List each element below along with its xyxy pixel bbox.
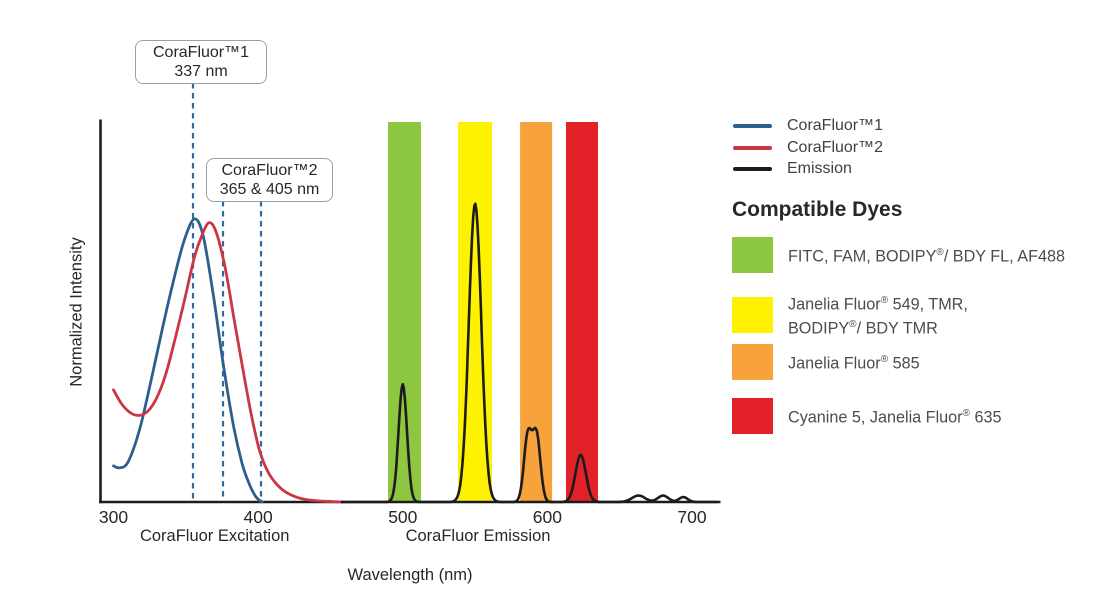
emission-band-red (566, 122, 598, 502)
dye-item-3: Cyanine 5, Janelia Fluor® 635 (732, 398, 1001, 434)
legend-item-1: CoraFluor™2 (733, 138, 883, 158)
axis-group-label-1: CoraFluor Emission (405, 527, 551, 545)
y-axis-label: Normalized Intensity (67, 237, 86, 387)
dye-item-2: Janelia Fluor® 585 (732, 344, 920, 380)
legend-line-swatch-icon (733, 124, 772, 128)
dye-item-0: FITC, FAM, BODIPY®/ BDY FL, AF488 (732, 237, 1065, 273)
annotation-corafluor1-title: CoraFluor™1 (152, 43, 250, 61)
legend-item-2: Emission (733, 159, 852, 179)
x-tick-700: 700 (677, 507, 707, 527)
corafluor1-excitation-curve (112, 217, 264, 504)
compatible-dyes-heading: Compatible Dyes (732, 198, 903, 221)
legend-item-0: CoraFluor™1 (733, 116, 883, 136)
dye-item-1: Janelia Fluor® 549, TMR, BODIPY®/ BDY TMR (732, 291, 968, 339)
dye-color-swatch-icon (732, 398, 773, 434)
axis-group-label-0: CoraFluor Excitation (139, 527, 290, 545)
dye-item-label: Cyanine 5, Janelia Fluor® 635 (788, 408, 1002, 427)
legend-line-swatch-icon (733, 167, 772, 171)
x-tick-500: 500 (388, 507, 418, 527)
legend-item-label: CoraFluor™1 (787, 117, 884, 134)
emission-band-green (388, 122, 421, 502)
annotation-corafluor1: CoraFluor™1 337 nm (135, 40, 267, 84)
dye-color-swatch-icon (732, 344, 773, 380)
x-tick-400: 400 (243, 507, 273, 527)
x-tick-300: 300 (98, 507, 129, 527)
dye-item-label: Janelia Fluor® 549, TMR, BODIPY®/ BDY TMR (788, 295, 968, 338)
annotation-corafluor2-title: CoraFluor™2 (221, 161, 318, 179)
legend-item-label: Emission (787, 160, 852, 177)
annotation-corafluor1-wavelength: 337 nm (174, 63, 228, 80)
dye-color-swatch-icon (732, 296, 773, 333)
emission-curve (340, 202, 719, 504)
legend-item-label: CoraFluor™2 (787, 139, 884, 156)
x-tick-600: 600 (532, 507, 562, 527)
legend-line-swatch-icon (733, 146, 772, 150)
dye-item-label: Janelia Fluor® 585 (788, 354, 920, 373)
annotation-corafluor2: CoraFluor™2 365 & 405 nm (206, 158, 333, 202)
dye-item-label: FITC, FAM, BODIPY®/ BDY FL, AF488 (788, 247, 1065, 266)
corafluor2-excitation-curve (112, 221, 347, 504)
dye-color-swatch-icon (732, 237, 773, 273)
x-axis-label: Wavelength (nm) (347, 566, 473, 584)
annotation-corafluor2-wavelength: 365 & 405 nm (219, 181, 320, 198)
